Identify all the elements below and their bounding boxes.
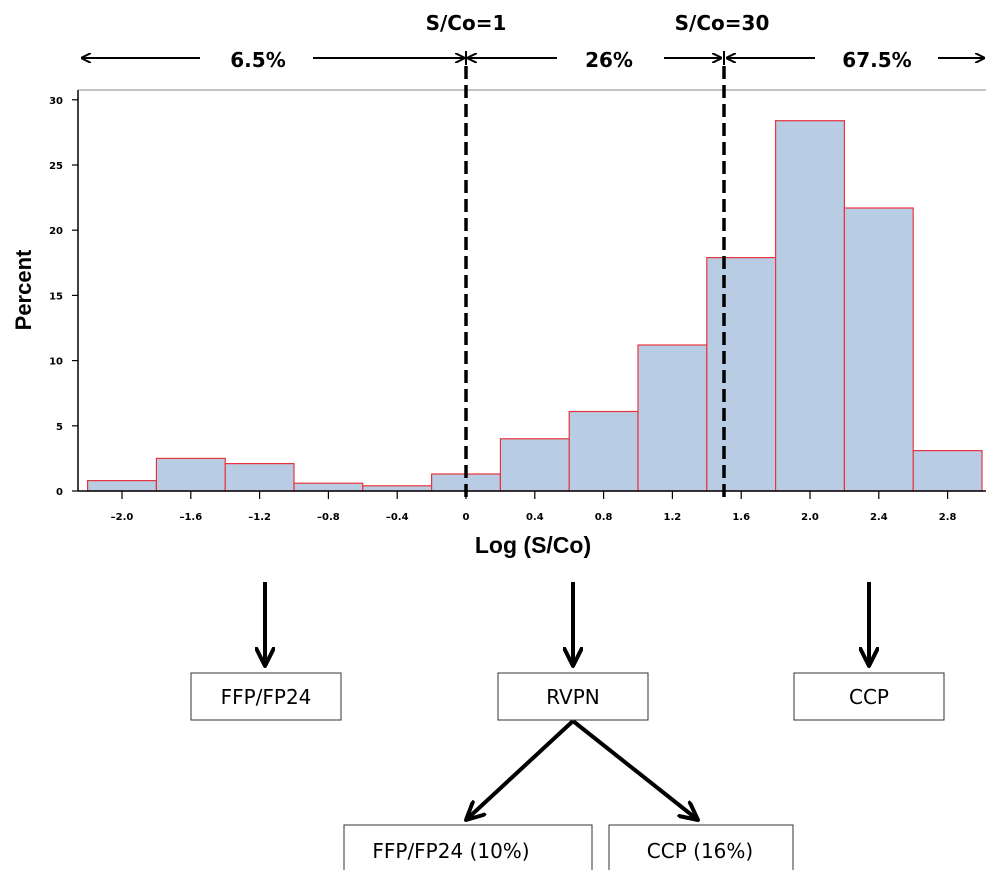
- y-tick-label-0: 0: [56, 487, 63, 498]
- x-tick-label-1: –1.6: [179, 512, 202, 523]
- histogram-bar-1: [155, 457, 226, 492]
- y-tick-label-4: 20: [49, 226, 63, 237]
- flow-arrows: [265, 582, 869, 820]
- histogram-bar-4: [362, 485, 433, 492]
- x-axis-ticks: –2.0 –1.6 –1.2 –0.8 –0.4 0 0.4 0.8 1.2 1.6 2.0 2.4 2…: [111, 491, 957, 523]
- box-rvpn-frame: [497, 672, 649, 721]
- x-tick-label-7: 0.8: [595, 512, 613, 523]
- histogram-bar-8: [637, 344, 708, 492]
- x-tick-label-5: 0: [463, 512, 470, 523]
- x-tick-label-8: 1.2: [664, 512, 682, 523]
- region-arrows: [82, 51, 984, 65]
- y-axis-ticks: 0 5 10 15 20 25 30: [49, 96, 78, 498]
- box-ffp-fp24-frame: [190, 672, 342, 721]
- histogram-bar-2: [224, 463, 295, 492]
- y-tick-label-3: 15: [49, 291, 63, 302]
- x-tick-label-2: –1.2: [248, 512, 271, 523]
- histogram-bar-3: [293, 482, 364, 492]
- y-axis-title: Percent: [11, 249, 36, 330]
- histogram-bar-6: [499, 438, 570, 492]
- histogram-bar-9: [706, 257, 777, 492]
- y-tick-label-5: 25: [49, 161, 63, 172]
- x-tick-label-9: 1.6: [732, 512, 750, 523]
- x-tick-label-12: 2.8: [939, 512, 957, 523]
- cutoff-label-sco1: S/Co=1: [426, 11, 507, 35]
- box-ffp-fp24-label: FFP/FP24: [221, 685, 312, 709]
- box-ffp-fp24-pct-label: FFP/FP24 (10%): [372, 839, 529, 863]
- histogram-bar-12: [912, 450, 983, 492]
- x-tick-label-10: 2.0: [801, 512, 819, 523]
- y-tick-label-1: 5: [56, 422, 63, 433]
- histogram-bar-11: [843, 207, 914, 492]
- x-tick-label-0: –2.0: [111, 512, 134, 523]
- box-ccp: CCP: [793, 672, 945, 721]
- box-ccp-frame: [793, 672, 945, 721]
- histogram-bar-0: [86, 480, 158, 492]
- box-rvpn: RVPN: [497, 672, 649, 721]
- x-axis-title: Log (S/Co): [475, 532, 591, 558]
- region-label-right: 67.5%: [842, 48, 911, 72]
- box-ccp-pct-frame: [608, 824, 794, 870]
- y-tick-label-6: 30: [49, 96, 63, 107]
- histogram-bars: [86, 120, 983, 492]
- region-label-left: 6.5%: [230, 48, 285, 72]
- box-ffp-fp24: FFP/FP24: [190, 672, 342, 721]
- box-ccp-pct: CCP (16%): [608, 824, 794, 870]
- box-rvpn-label: RVPN: [546, 685, 600, 709]
- x-tick-label-3: –0.8: [317, 512, 340, 523]
- box-ffp-fp24-pct: FFP/FP24 (10%): [343, 824, 593, 870]
- flow-arrow-rvpn-to-ccp: [571, 719, 698, 820]
- box-ffp-fp24-pct-frame: [343, 824, 593, 870]
- box-ccp-pct-label: CCP (16%): [647, 839, 753, 863]
- x-tick-label-11: 2.4: [870, 512, 888, 523]
- flow-arrow-rvpn-to-ffp: [466, 719, 575, 820]
- cutoff-label-sco30: S/Co=30: [675, 11, 770, 35]
- x-tick-label-4: –0.4: [386, 512, 409, 523]
- histogram-bar-7: [568, 410, 639, 492]
- x-tick-label-6: 0.4: [526, 512, 544, 523]
- y-tick-label-2: 10: [49, 357, 63, 368]
- box-ccp-label: CCP: [849, 685, 889, 709]
- histogram-bar-10: [774, 120, 845, 492]
- region-label-middle: 26%: [585, 48, 633, 72]
